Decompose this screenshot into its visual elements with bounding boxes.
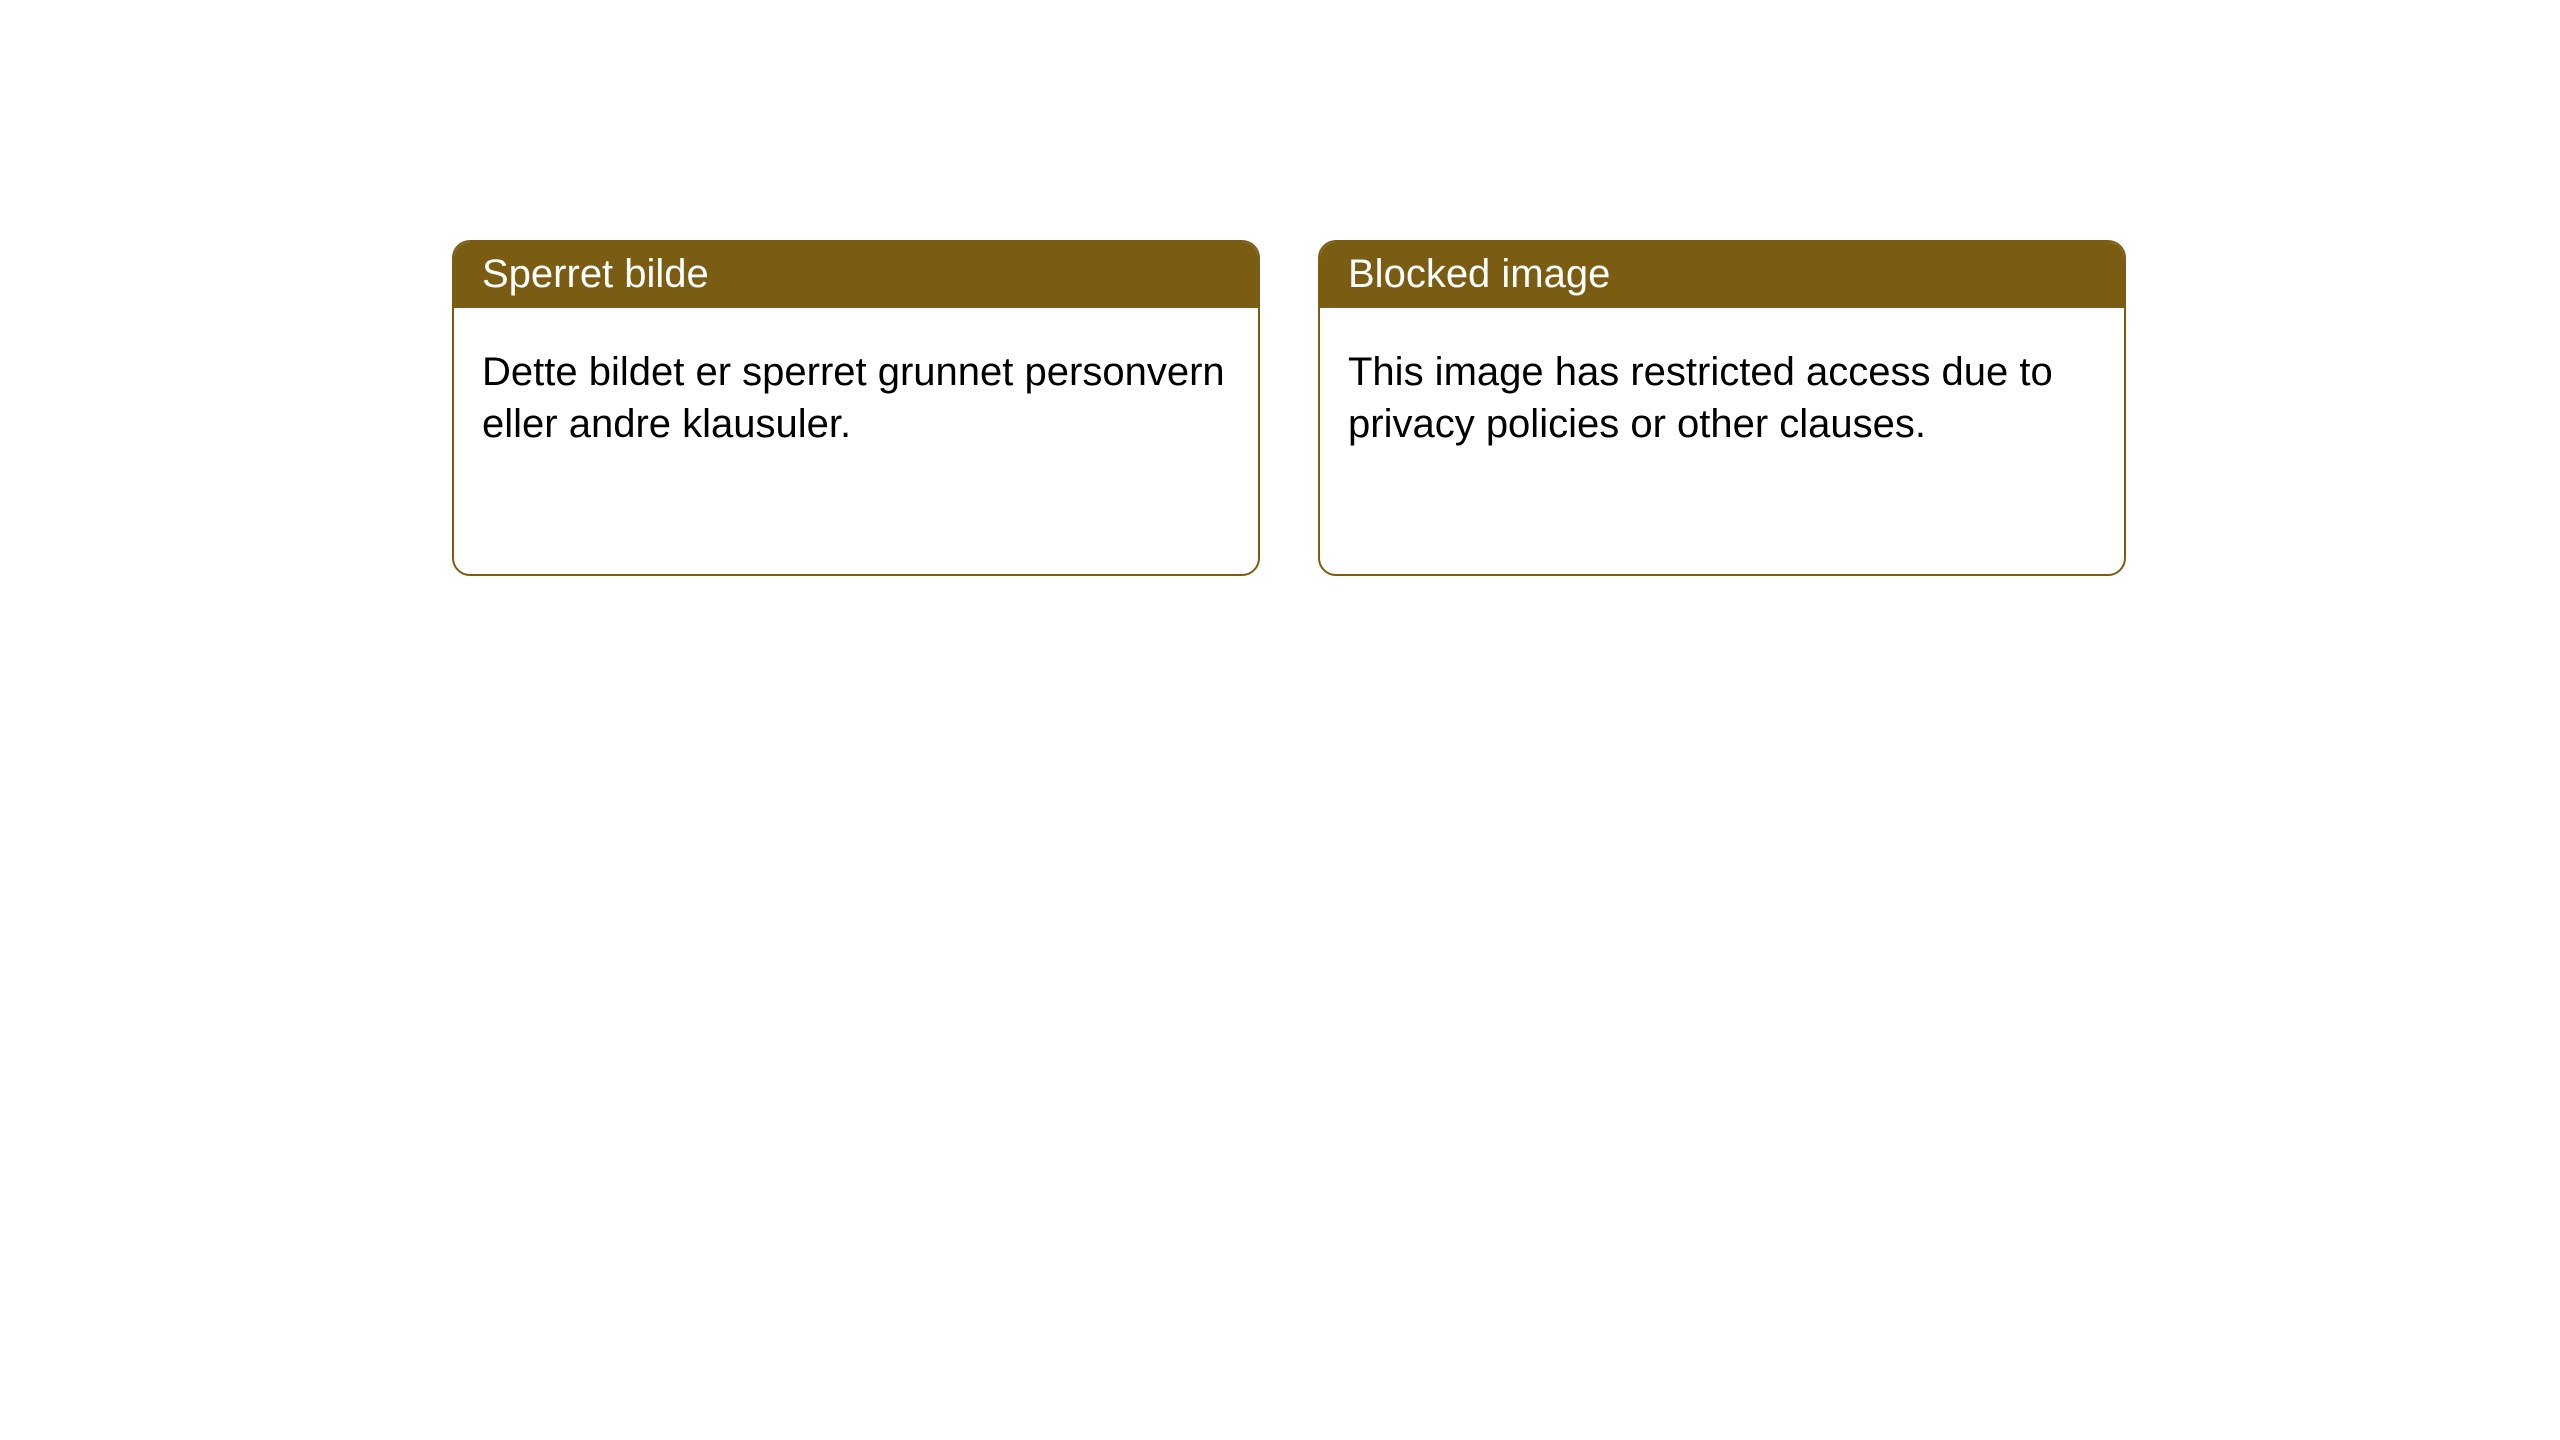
notice-body-text: This image has restricted access due to … [1348, 350, 2053, 446]
notice-body-text: Dette bildet er sperret grunnet personve… [482, 350, 1225, 446]
notice-container: Sperret bilde Dette bildet er sperret gr… [0, 0, 2560, 576]
notice-body: This image has restricted access due to … [1320, 308, 2124, 488]
notice-header: Blocked image [1320, 242, 2124, 308]
notice-card-norwegian: Sperret bilde Dette bildet er sperret gr… [452, 240, 1260, 576]
notice-card-english: Blocked image This image has restricted … [1318, 240, 2126, 576]
notice-body: Dette bildet er sperret grunnet personve… [454, 308, 1258, 488]
notice-title: Blocked image [1348, 252, 1610, 296]
notice-header: Sperret bilde [454, 242, 1258, 308]
notice-title: Sperret bilde [482, 252, 709, 296]
